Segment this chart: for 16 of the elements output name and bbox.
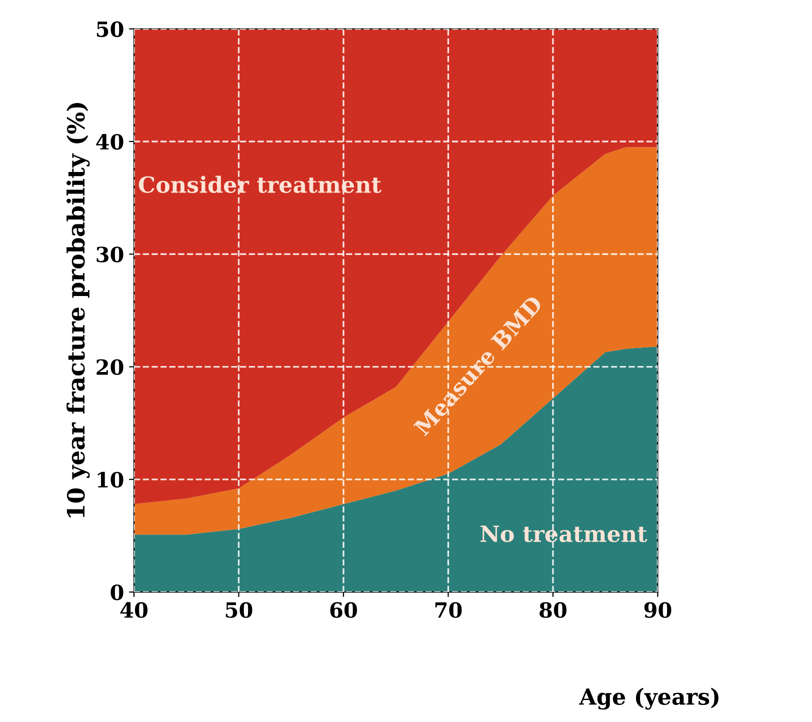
y-tick-label: 0 <box>110 584 124 600</box>
y-tick-label: 40 <box>96 134 124 150</box>
y-axis-title: 10 year fracture probability (%) <box>66 103 90 518</box>
x-tick-label: 50 <box>226 602 252 618</box>
x-tick-label: 60 <box>330 602 357 618</box>
x-axis-title: Age (years) <box>579 688 718 710</box>
y-tick-label: 10 <box>98 472 124 488</box>
annotation: No treatment <box>480 526 648 542</box>
x-tick-label: 70 <box>435 602 462 618</box>
annotation: Consider treatment <box>138 176 382 194</box>
x-tick-label: 40 <box>120 602 148 618</box>
y-tick-label: 30 <box>96 246 124 262</box>
x-tick-label: 80 <box>540 602 566 618</box>
y-tick-label: 50 <box>96 21 124 38</box>
y-tick-label: 20 <box>96 359 124 375</box>
x-tick-label: 90 <box>644 602 672 618</box>
